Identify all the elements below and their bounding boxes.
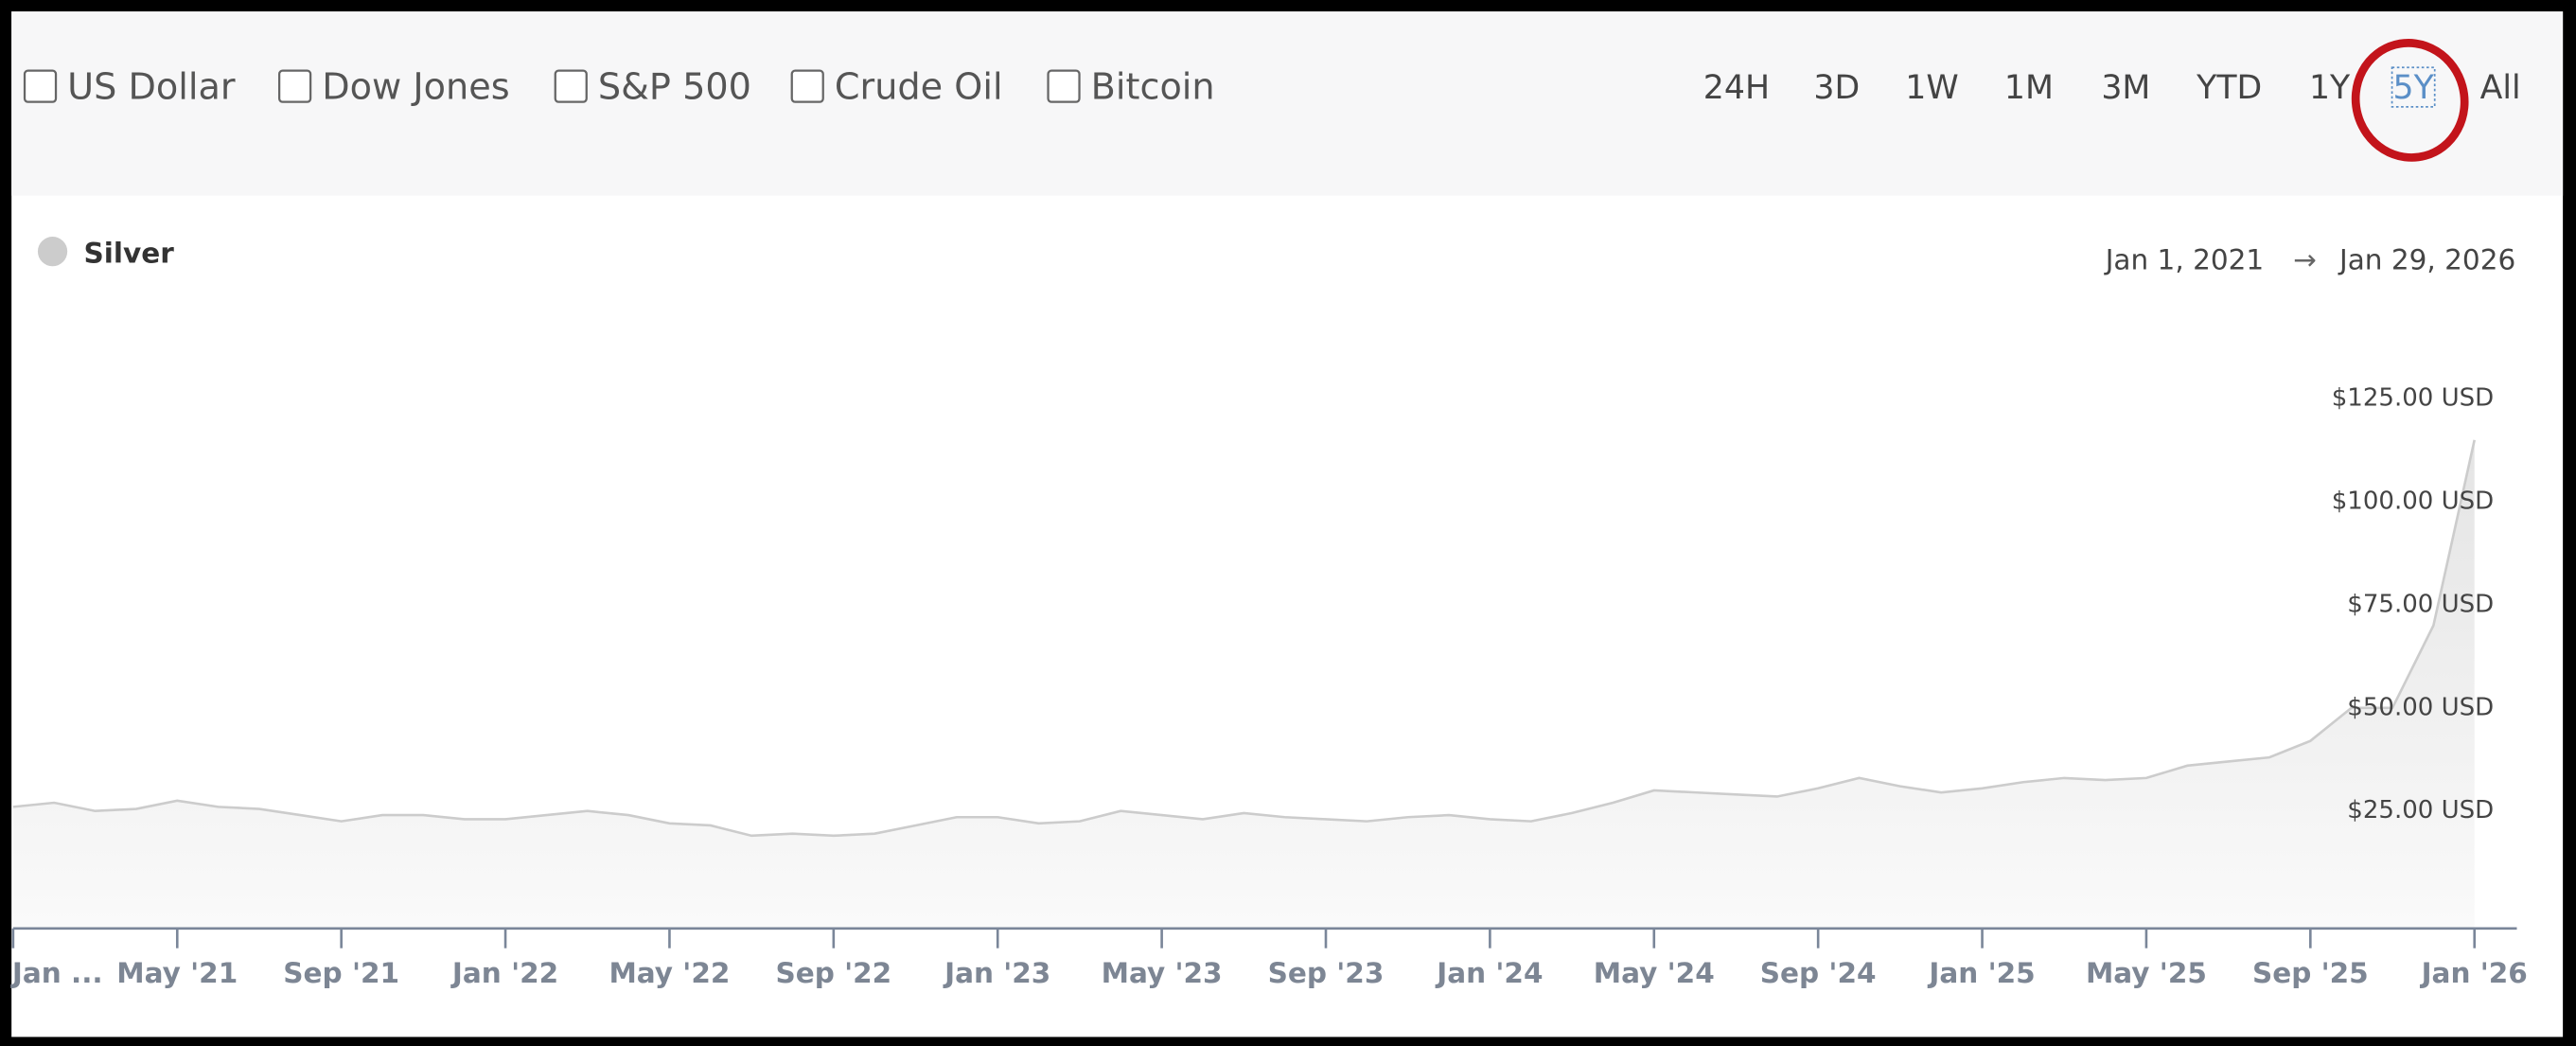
compare-checkbox[interactable]: US Dollar bbox=[23, 66, 236, 108]
x-tick-label: Jan '25 bbox=[1927, 957, 2035, 989]
checkbox-label[interactable]: US Dollar bbox=[67, 66, 236, 108]
checkbox-label[interactable]: Bitcoin bbox=[1091, 66, 1215, 108]
x-tick-label: Jan '26 bbox=[2420, 957, 2528, 989]
x-tick-label: Sep '21 bbox=[283, 957, 399, 989]
checkbox-label[interactable]: Crude Oil bbox=[835, 66, 1003, 108]
date-from: Jan 1, 2021 bbox=[2104, 244, 2264, 276]
range-button[interactable]: 1W bbox=[1905, 69, 1958, 107]
area-line bbox=[12, 439, 2476, 838]
checkbox[interactable] bbox=[554, 69, 588, 103]
range-button[interactable]: All bbox=[2480, 69, 2521, 107]
range-button[interactable]: 5Y bbox=[2392, 69, 2434, 107]
x-tick-label: Jan '24 bbox=[1435, 957, 1543, 989]
x-tick-label: Jan '22 bbox=[450, 957, 558, 989]
compare-checkbox[interactable]: Dow Jones bbox=[277, 66, 510, 108]
toolbar bbox=[11, 11, 2564, 196]
x-tick-label: May '21 bbox=[116, 957, 238, 989]
x-tick-label: Sep '24 bbox=[1760, 957, 1877, 989]
checkbox[interactable] bbox=[790, 69, 824, 103]
y-tick-label: $125.00 USD bbox=[2332, 384, 2494, 413]
date-to: Jan 29, 2026 bbox=[2338, 244, 2515, 276]
checkbox-label[interactable]: S&P 500 bbox=[598, 66, 751, 108]
area-fill bbox=[12, 439, 2475, 929]
y-tick-label: $50.00 USD bbox=[2347, 693, 2494, 721]
x-tick-label: Jan ... bbox=[10, 957, 103, 989]
annotation-circle bbox=[2351, 39, 2469, 162]
range-button[interactable]: YTD bbox=[2196, 69, 2262, 107]
x-tick-label: May '22 bbox=[609, 957, 730, 989]
x-tick-label: May '25 bbox=[2086, 957, 2207, 989]
x-tick-label: Sep '25 bbox=[2252, 957, 2369, 989]
y-tick-label: $100.00 USD bbox=[2332, 488, 2494, 516]
date-arrow: → bbox=[2293, 244, 2317, 276]
checkbox[interactable] bbox=[277, 69, 312, 103]
x-tick-label: Jan '23 bbox=[943, 957, 1050, 989]
range-button[interactable]: 3D bbox=[1813, 69, 1860, 107]
range-button[interactable]: 1M bbox=[2004, 69, 2054, 107]
content: US Dollar Dow Jones S&P 500 Crude Oil Bitcoi… bbox=[10, 39, 2528, 989]
legend-marker bbox=[37, 237, 68, 267]
y-tick-label: $25.00 USD bbox=[2347, 796, 2494, 824]
checkbox[interactable] bbox=[23, 69, 58, 103]
x-tick-label: May '24 bbox=[1594, 957, 1715, 989]
range-button[interactable]: 24H bbox=[1703, 69, 1770, 107]
checkbox[interactable] bbox=[1047, 69, 1081, 103]
range-button[interactable]: 3M bbox=[2101, 69, 2150, 107]
range-button[interactable]: 1Y bbox=[2309, 69, 2351, 107]
x-tick-label: May '23 bbox=[1102, 957, 1223, 989]
y-tick-label: $75.00 USD bbox=[2347, 590, 2494, 618]
compare-checkbox[interactable]: S&P 500 bbox=[554, 66, 751, 108]
checkbox-label[interactable]: Dow Jones bbox=[322, 66, 509, 108]
active-outline bbox=[2391, 66, 2436, 108]
x-tick-label: Sep '22 bbox=[775, 957, 891, 989]
compare-checkbox[interactable]: Bitcoin bbox=[1047, 66, 1215, 108]
legend-label: Silver bbox=[84, 238, 175, 270]
compare-checkbox[interactable]: Crude Oil bbox=[790, 66, 1003, 108]
x-tick-label: Sep '23 bbox=[1268, 957, 1385, 989]
